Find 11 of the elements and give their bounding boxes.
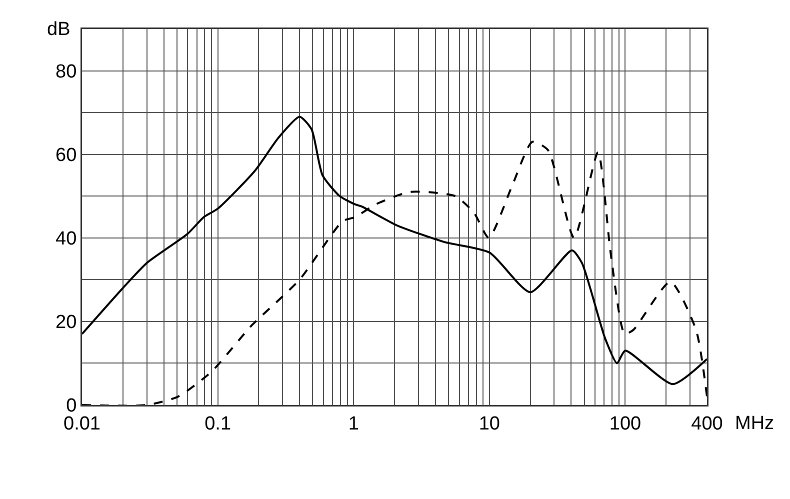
y-tick-label: 20 xyxy=(56,312,77,334)
x-axis-title: MHz xyxy=(735,413,774,434)
x-tick-label: 400 xyxy=(691,413,723,434)
y-tick-label: 80 xyxy=(56,61,77,82)
x-tick-label: 100 xyxy=(609,413,642,434)
x-tick-label: 10 xyxy=(478,413,500,434)
y-tick-label: 40 xyxy=(56,228,77,250)
x-tick-label: 0.1 xyxy=(204,413,232,434)
y-tick-label: 60 xyxy=(56,144,77,166)
x-tick-label: 1 xyxy=(348,413,359,434)
y-axis-title: dB xyxy=(47,19,70,40)
